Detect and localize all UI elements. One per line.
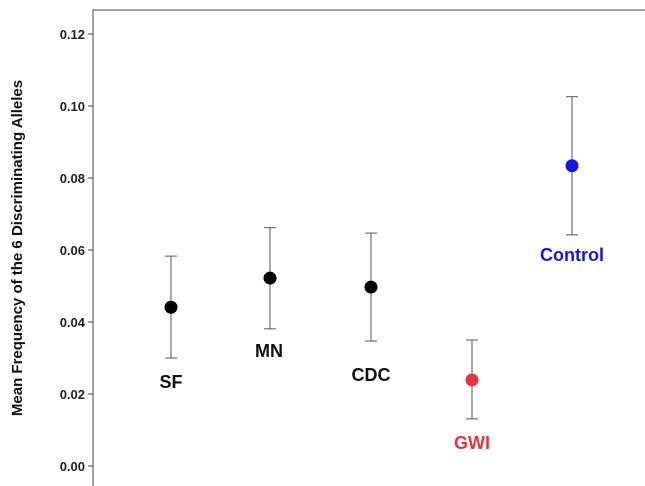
y-tick-label: 0.06 <box>60 243 85 258</box>
group-label-control: Control <box>540 245 604 265</box>
mean-point-sf <box>164 300 178 314</box>
plot-frame <box>92 9 645 486</box>
group-label-sf: SF <box>159 372 182 392</box>
y-axis: 0.00 0.02 0.04 0.06 0.08 0.10 0.12 <box>60 27 93 474</box>
mean-point-mn <box>263 271 277 285</box>
y-tick-label: 0.00 <box>60 459 85 474</box>
mean-point-control <box>565 159 579 173</box>
chart-marks: SF MN CDC GWI Control <box>159 96 604 453</box>
y-tick-label: 0.08 <box>60 171 85 186</box>
mean-point-gwi <box>465 373 479 387</box>
mean-point-cdc <box>364 280 378 294</box>
group-label-gwi: GWI <box>454 433 490 453</box>
y-tick-label: 0.02 <box>60 387 85 402</box>
y-tick-label: 0.10 <box>60 99 85 114</box>
y-tick-label: 0.04 <box>60 315 86 330</box>
y-axis-label: Mean Frequency of the 6 Discriminating A… <box>9 80 26 416</box>
y-tick-label: 0.12 <box>60 27 85 42</box>
group-label-cdc: CDC <box>352 365 391 385</box>
group-label-mn: MN <box>255 341 283 361</box>
